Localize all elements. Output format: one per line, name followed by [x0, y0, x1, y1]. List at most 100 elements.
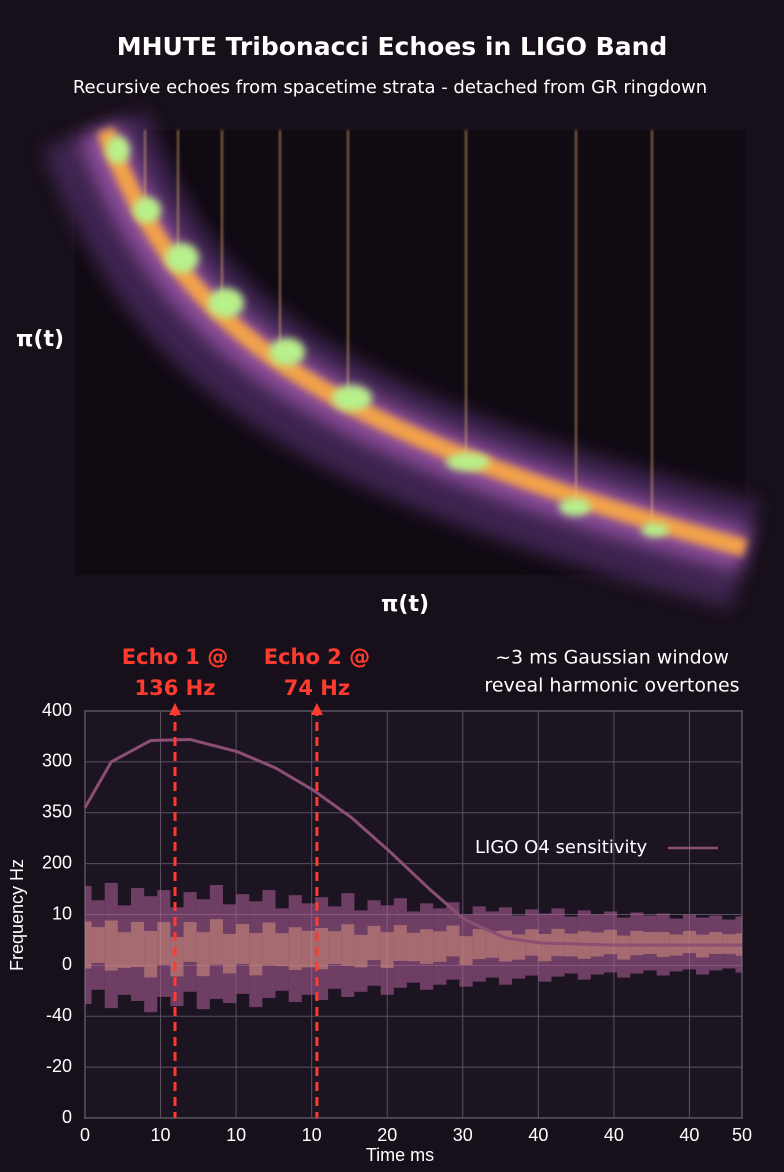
noise-core	[130, 921, 145, 968]
noise-band	[393, 898, 407, 988]
echo-arrow	[169, 703, 182, 715]
x-tick-label: 30	[453, 1125, 473, 1145]
noise-band	[91, 900, 105, 990]
noise-band	[117, 905, 131, 995]
x-tick-label: 10	[151, 1125, 171, 1145]
noise-band	[420, 903, 434, 990]
x-axis-label: π(t)	[381, 592, 429, 617]
spectrogram	[43, 111, 759, 609]
noise-core	[472, 928, 486, 960]
noise-core	[709, 932, 723, 954]
y-axis-label: Frequency Hz	[7, 859, 27, 971]
echo-label: 136 Hz	[135, 676, 216, 700]
y-axis-label: π(t)	[16, 327, 64, 352]
noise-band	[209, 884, 223, 999]
noise-core	[459, 936, 473, 966]
noise-band	[709, 915, 723, 971]
noise-core	[380, 932, 394, 969]
y-tick-label: -20	[46, 1056, 72, 1076]
noise-band	[144, 896, 158, 1013]
echo-arrow	[310, 703, 323, 715]
noise-core	[222, 933, 237, 974]
noise-band	[341, 893, 355, 997]
noise-core	[288, 927, 302, 970]
noise-band	[288, 895, 302, 1003]
noise-core	[91, 927, 105, 963]
noise-band	[196, 899, 210, 1010]
y-tick-label: 10	[52, 903, 72, 923]
noise-band	[433, 908, 447, 985]
x-axis-label: Time ms	[366, 1145, 434, 1165]
noise-band	[85, 886, 92, 1005]
noise-band	[682, 914, 697, 970]
echo-label: Echo 2 @	[264, 645, 370, 669]
noise-core	[183, 922, 197, 962]
spectrogram-lines	[144, 130, 653, 530]
note: reveal harmonic overtones	[484, 675, 739, 697]
x-tick-label: 0	[80, 1125, 90, 1145]
noise-core	[117, 932, 131, 969]
y-tick-label: 0	[62, 1107, 72, 1127]
subtitle: Recursive echoes from spacetime strata -…	[73, 77, 707, 98]
noise-band	[459, 914, 473, 987]
noise-band	[498, 907, 513, 985]
noise-core	[196, 932, 210, 977]
x-tick-label: 40	[528, 1125, 548, 1145]
legend-label: LIGO O4 sensitivity	[475, 837, 648, 858]
y-tick-label: 0	[62, 954, 72, 974]
x-tick-label: 50	[732, 1125, 752, 1145]
noise-core	[485, 931, 499, 958]
x-tick-label: 20	[377, 1125, 397, 1145]
noise-band	[538, 913, 552, 982]
noise-core	[157, 922, 171, 965]
noise-band	[157, 890, 171, 997]
noise-core	[354, 934, 368, 968]
echo-label: Echo 1 @	[122, 645, 228, 669]
noise-band	[380, 905, 394, 995]
noise-band	[222, 904, 237, 1004]
noise-band	[262, 890, 276, 998]
noise-band	[236, 894, 250, 994]
noise-core	[275, 933, 289, 967]
noise-band	[643, 915, 657, 971]
noise-core	[301, 930, 315, 968]
noise-band	[604, 911, 618, 973]
noise-core	[144, 930, 158, 978]
noise-core	[262, 922, 276, 966]
noise-band	[328, 906, 342, 989]
x-tick-label: 40	[679, 1125, 699, 1145]
title: MHUTE Tribonacci Echoes in LIGO Band	[117, 32, 668, 61]
noise-core	[249, 933, 263, 976]
noise-core	[170, 936, 184, 977]
noise-core	[341, 924, 355, 966]
noise-band	[446, 902, 460, 980]
noise-core	[538, 933, 552, 962]
noise-band	[354, 910, 368, 992]
noise-band	[275, 908, 289, 991]
x-tick-label: 10	[226, 1125, 246, 1145]
y-tick-label: -40	[46, 1005, 72, 1025]
y-tick-label: 300	[42, 751, 72, 771]
x-tick-label: 10	[302, 1125, 322, 1145]
noise-band	[617, 917, 631, 978]
noise-band	[130, 888, 145, 1001]
noise-core	[617, 935, 631, 960]
noise-band	[104, 882, 118, 1009]
noise-core	[604, 929, 618, 955]
noise-core	[682, 930, 697, 953]
noise-core	[104, 920, 118, 971]
noise-core	[433, 931, 447, 962]
noise-core	[420, 929, 434, 964]
note: ~3 ms Gaussian window	[495, 647, 729, 669]
noise-band	[485, 911, 499, 978]
x-tick-label: 40	[604, 1125, 624, 1145]
line-chart: 0 -20 -40 0 10 200 350 300 400 0 10 10 10 20 30 40 40 40 5…	[7, 645, 752, 1165]
noise-core	[85, 921, 92, 969]
echo-label: 74 Hz	[284, 676, 350, 700]
noise-core	[630, 930, 644, 956]
spectrogram-blobs	[106, 136, 669, 537]
noise-band	[249, 901, 263, 1008]
noise-band	[367, 900, 381, 986]
